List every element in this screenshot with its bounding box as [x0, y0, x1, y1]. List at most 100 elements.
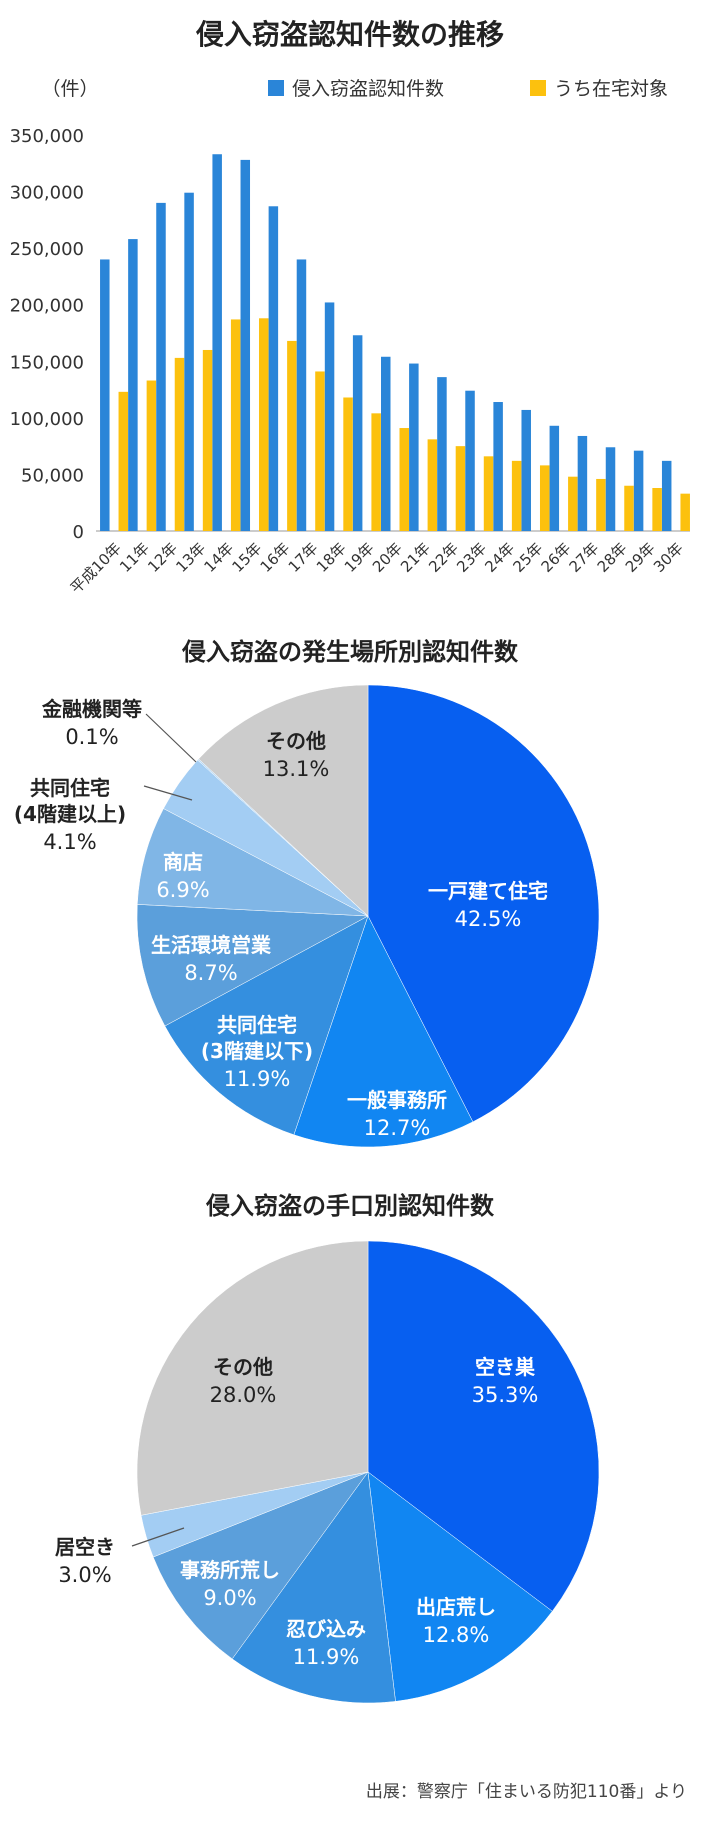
location-pie-leader-line-6 [143, 785, 193, 801]
method-pie-slice-1 [367, 1240, 600, 1612]
legend-label-1: 侵入窃盗認知件数 [292, 78, 444, 100]
bar-home-8 [315, 371, 325, 531]
location-pie-slice-value-3: 11.9% [224, 1067, 291, 1091]
location-pie-slice-2 [293, 915, 474, 1148]
method-pie-slice-value-1: 35.3% [472, 1383, 539, 1407]
x-tick-label: 平成10年 [67, 539, 125, 597]
bar-total-19 [605, 447, 616, 531]
x-tick-label: 22年 [425, 539, 462, 576]
x-tick-label: 26年 [538, 539, 575, 576]
y-axis-unit-label: （件） [41, 78, 98, 100]
bar-home-20 [652, 488, 662, 531]
bar-total-2 [128, 239, 138, 531]
location-pie-leader-line-7 [145, 713, 197, 763]
x-tick-label: 24年 [481, 539, 518, 576]
method-pie-slice-label-4: 事務所荒し [180, 1558, 280, 1582]
location-pie-slice-3 [164, 915, 369, 1136]
bar-total-10 [352, 335, 363, 531]
y-tick-label: 350,000 [10, 126, 84, 147]
bar-total-8 [296, 259, 307, 531]
bar-total-15 [493, 402, 503, 531]
location-pie-slice-value-2: 12.7% [364, 1116, 431, 1140]
x-tick-label: 25年 [509, 539, 546, 576]
y-tick-label: 300,000 [10, 183, 84, 204]
method-pie-slice-2 [367, 1471, 553, 1702]
x-tick-label: 16年 [257, 539, 294, 576]
bar-home-12 [427, 439, 438, 531]
location-pie-slice-8 [198, 684, 369, 917]
method-pie-slice-4 [152, 1471, 369, 1660]
location-pie-slice-label-7: 金融機関等 [41, 697, 142, 721]
bar-total-3 [156, 202, 166, 531]
method-pie-slice-label-1: 空き巣 [475, 1355, 536, 1379]
y-tick-label: 50,000 [21, 465, 84, 486]
bar-home-6 [259, 318, 269, 531]
bar-home-7 [287, 340, 297, 531]
location-pie-slice-label-1: 一戸建て住宅 [428, 879, 548, 903]
method-pie-slice-label-2: 出店荒し [416, 1595, 496, 1619]
y-tick-label: 100,000 [10, 409, 84, 430]
bar-total-11 [381, 356, 391, 531]
x-tick-label: 30年 [650, 539, 687, 576]
x-tick-label: 11年 [116, 539, 153, 576]
method-pie-slice-value-5: 3.0% [58, 1563, 111, 1587]
legend-swatch-1 [268, 80, 284, 96]
location-pie-slice-value-8: 13.1% [263, 757, 330, 781]
bar-total-6 [240, 159, 251, 532]
method-pie-title: 侵入窃盗の手口別認知件数 [205, 1192, 495, 1220]
bar-home-3 [174, 357, 185, 531]
bar-chart-title: 侵入窃盗認知件数の推移 [195, 18, 504, 51]
bar-total-21 [661, 460, 672, 531]
bar-home-10 [371, 413, 381, 531]
legend-label-2: うち在宅対象 [554, 78, 668, 100]
location-pie-slice-label-3: 共同住宅 [217, 1013, 297, 1037]
x-tick-label: 15年 [229, 539, 266, 576]
bar-total-4 [184, 192, 194, 531]
y-tick-label: 250,000 [10, 239, 84, 260]
location-pie-slice-4 [136, 904, 369, 1027]
bar-home-18 [596, 478, 606, 531]
location-pie-slice-label-5: 商店 [163, 850, 203, 874]
method-pie-slice-value-4: 9.0% [203, 1586, 256, 1610]
x-tick-label: 13年 [172, 539, 209, 576]
bar-total-20 [633, 450, 644, 531]
location-pie-slice-1 [367, 684, 600, 1123]
x-tick-label: 19年 [341, 539, 378, 576]
method-pie-slice-label-5: 居空き [55, 1535, 115, 1559]
method-pie-slice-value-3: 11.9% [293, 1645, 360, 1669]
method-pie-slice-label-3: 忍び込み [286, 1617, 366, 1641]
x-tick-label: 21年 [397, 539, 434, 576]
bar-total-1 [100, 259, 110, 531]
bar-total-9 [324, 302, 335, 531]
method-pie-slice-value-6: 28.0% [210, 1383, 277, 1407]
x-tick-label: 14年 [200, 539, 237, 576]
location-pie-slice-value-1: 42.5% [455, 907, 522, 931]
location-pie-title: 侵入窃盗の発生場所別認知件数 [181, 638, 519, 666]
x-tick-label: 18年 [313, 539, 350, 576]
bar-total-7 [268, 206, 279, 531]
location-pie-slice-value-4: 8.7% [184, 961, 237, 985]
bar-home-2 [146, 380, 157, 531]
y-tick-label: 0 [73, 522, 84, 543]
x-tick-label: 17年 [285, 539, 322, 576]
bar-home-21 [680, 493, 690, 531]
bar-home-16 [539, 465, 550, 531]
bar-home-4 [202, 349, 213, 531]
bar-home-19 [624, 485, 634, 531]
bar-total-5 [212, 154, 222, 531]
location-pie-slice-value-5: 6.9% [156, 878, 209, 902]
x-tick-label: 12年 [144, 539, 181, 576]
bar-total-16 [521, 409, 531, 531]
x-tick-label: 28年 [594, 539, 631, 576]
location-pie-slice-label-3: (3階建以下) [201, 1039, 313, 1063]
method-pie-slice-label-6: その他 [213, 1355, 273, 1379]
location-pie-slice-value-7: 0.1% [65, 725, 118, 749]
bar-total-13 [437, 377, 447, 531]
method-pie-slice-value-2: 12.8% [423, 1623, 490, 1647]
legend-swatch-2 [530, 80, 546, 96]
method-pie-slice-3 [231, 1471, 396, 1704]
x-tick-label: 29年 [622, 539, 659, 576]
bar-total-14 [465, 390, 475, 531]
